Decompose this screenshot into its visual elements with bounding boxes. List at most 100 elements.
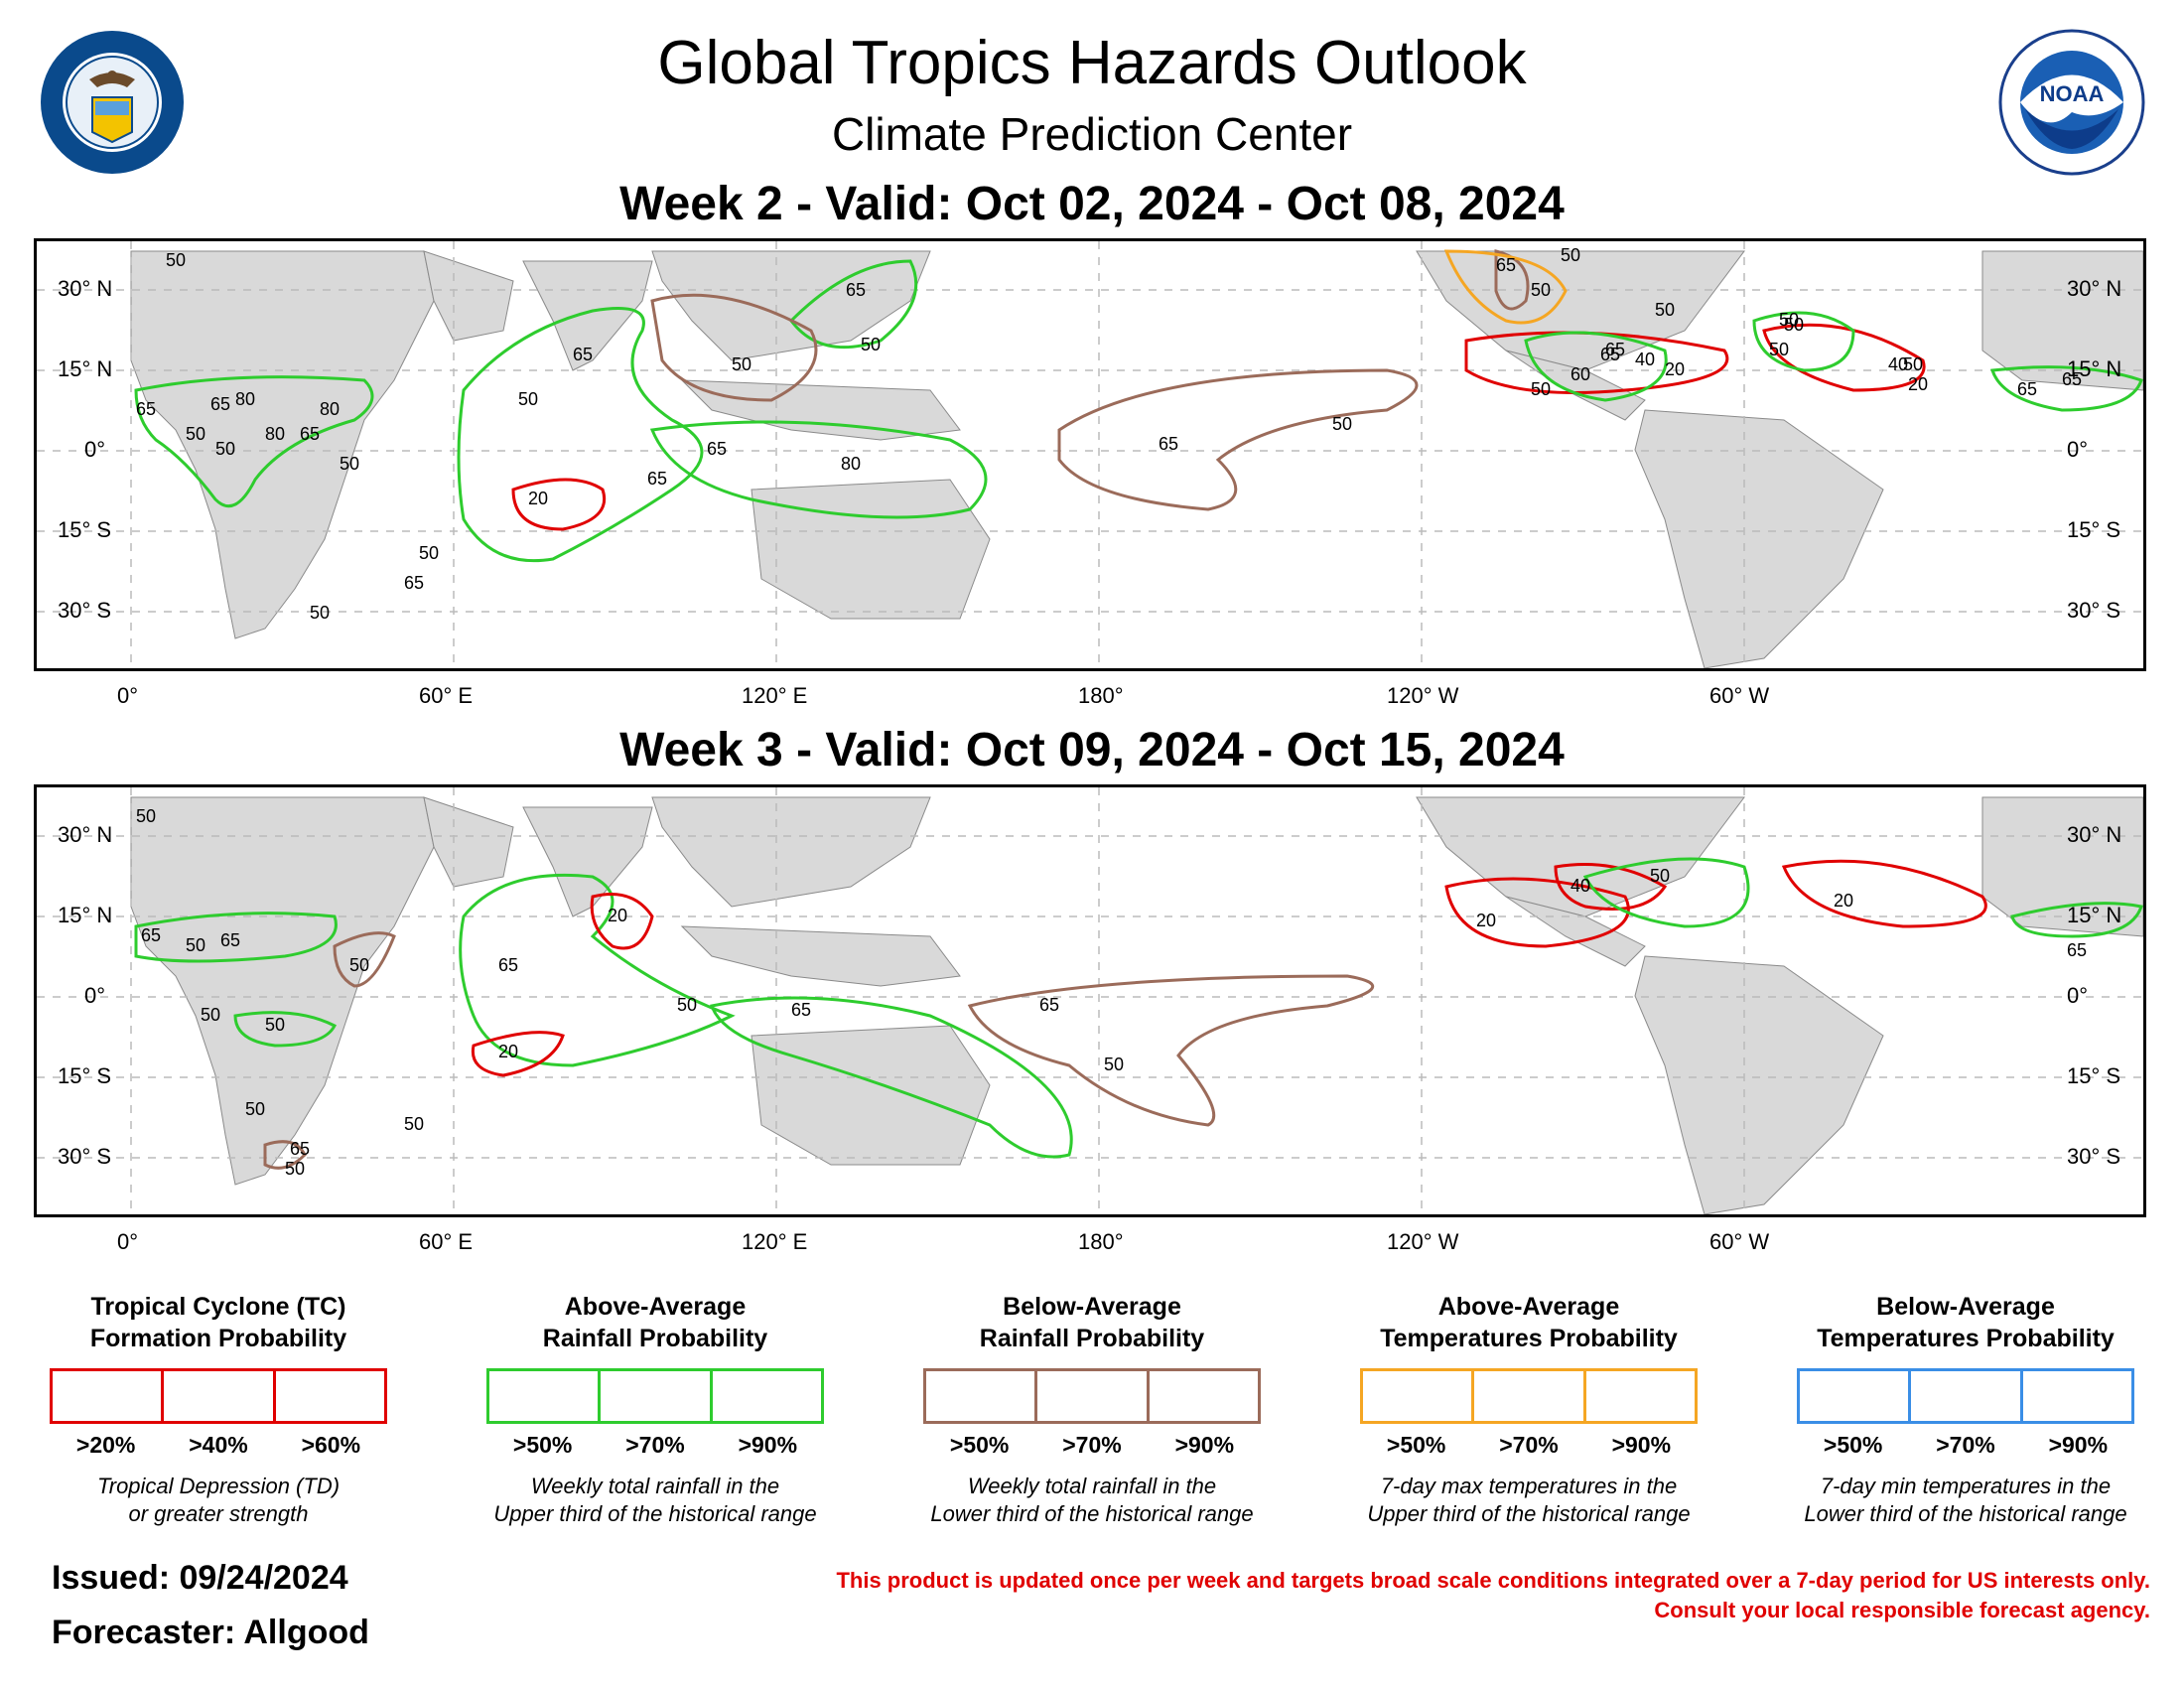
- contour-label: 80: [235, 389, 255, 409]
- week3-lat-left-0: 0°: [84, 983, 106, 1008]
- legend-tc-title-line2: Formation Probability: [89, 1325, 347, 1352]
- legend-temp-below-swatch: [1797, 1368, 2134, 1424]
- contour-label: 65: [290, 1139, 310, 1159]
- tc-atlantic-contour: [1781, 859, 1987, 928]
- south-america-landmass: [1634, 409, 1884, 668]
- legend-rain-above-title-line1: Above-Average: [564, 1293, 747, 1321]
- week2-lat-left-30s: 30° S: [58, 598, 112, 623]
- legend-temp-below-note-line2: Lower third of the historical range: [1804, 1501, 2127, 1526]
- week2-title: Week 2 - Valid: Oct 02, 2024 - Oct 08, 2…: [619, 178, 1565, 230]
- contour-label: 20: [498, 1042, 518, 1061]
- contour-label: 50: [677, 995, 697, 1015]
- legend-rain-above-title-line2: Rainfall Probability: [542, 1325, 768, 1352]
- week2-lon-60e: 60° E: [419, 683, 474, 708]
- rain-above-west-africa-right-contour: [2010, 902, 2143, 938]
- contour-label: 65: [846, 280, 866, 300]
- legend-tc-swatch: [50, 1368, 387, 1424]
- contour-label: 50: [1655, 300, 1675, 320]
- week3-title: Week 3 - Valid: Oct 09, 2024 - Oct 15, 2…: [619, 724, 1565, 776]
- contour-label: 65: [647, 469, 667, 489]
- main-title: Global Tropics Hazards Outlook: [657, 29, 1527, 97]
- disclaimer-line2: Consult your local responsible forecast …: [1654, 1598, 2150, 1622]
- legend-rain-above-note-line1: Weekly total rainfall in the: [530, 1474, 780, 1498]
- week3-map: 50 65 50 65 50 50 50 65 20 20 50 65 65 5…: [34, 784, 2146, 1217]
- week3-lat-right-15n: 15° N: [2067, 903, 2122, 927]
- legend-tick: >60%: [301, 1432, 361, 1458]
- contour-label: 50: [1903, 354, 1923, 374]
- contour-label: 65: [573, 345, 593, 364]
- contour-label: 50: [1104, 1055, 1124, 1074]
- contour-label: 50: [349, 955, 369, 975]
- west-africa-right-landmass: [1981, 796, 2143, 937]
- arabia-landmass: [423, 796, 514, 888]
- contour-label: 65: [141, 925, 161, 945]
- week2-lon-120e: 120° E: [742, 683, 808, 708]
- legend-tc-title-line1: Tropical Cyclone (TC): [90, 1293, 346, 1321]
- week2-lat-right-15s: 15° S: [2067, 517, 2121, 542]
- legend-tick: >50%: [512, 1432, 573, 1458]
- commerce-seal-logo: [38, 28, 187, 182]
- contour-label: 50: [732, 354, 751, 374]
- maritime-continent-landmass: [680, 925, 961, 987]
- week2-lat-left-15s: 15° S: [58, 517, 112, 542]
- rain-above-west-africa-contour: [134, 912, 338, 963]
- contour-label: 20: [1476, 911, 1496, 930]
- rain-below-mexico-contour: [1494, 249, 1530, 311]
- tc-caribbean-contour: [1554, 863, 1668, 911]
- legend-temp-above: Above-Average Temperatures Probability >…: [1340, 1291, 1717, 1528]
- contour-label: 20: [528, 489, 548, 508]
- arabia-landmass: [423, 250, 514, 342]
- contour-label: 50: [1784, 315, 1804, 335]
- rain-above-indian-ocean-contour: [459, 873, 736, 1067]
- contour-label: 65: [1496, 255, 1516, 275]
- legend-rain-below-swatch: [923, 1368, 1261, 1424]
- legend-tick: >90%: [738, 1432, 798, 1458]
- contour-label: 50: [1531, 280, 1551, 300]
- legend-temp-above-title-line1: Above-Average: [1437, 1293, 1620, 1321]
- contour-label: 50: [861, 335, 881, 354]
- legend-tc: Tropical Cyclone (TC) Formation Probabil…: [30, 1291, 407, 1528]
- legend-temp-below-ticks: >50% >70% >90%: [1797, 1432, 2134, 1459]
- legend-temp-below: Below-Average Temperatures Probability >…: [1777, 1291, 2154, 1528]
- contour-label: 20: [1834, 891, 1853, 911]
- australia-landmass: [751, 479, 991, 620]
- contour-label: 50: [136, 806, 156, 826]
- week3-lat-left-30n: 30° N: [58, 822, 113, 847]
- legend-tick: >90%: [2048, 1432, 2109, 1458]
- legend-tick: >70%: [625, 1432, 685, 1458]
- legend-rain-above: Above-Average Rainfall Probability >50% >…: [467, 1291, 844, 1528]
- contour-label: 65: [707, 439, 727, 459]
- noaa-logo: NOAA: [1997, 28, 2146, 182]
- contour-label: 65: [2017, 379, 2037, 399]
- west-africa-right-landmass: [1981, 250, 2143, 391]
- contour-label: 50: [419, 543, 439, 563]
- contour-label: 65: [136, 399, 156, 419]
- legend-tick: >50%: [1823, 1432, 1883, 1458]
- legend-tick: >70%: [1062, 1432, 1122, 1458]
- week2-lat-left-30n: 30° N: [58, 276, 113, 301]
- week3-lon-60e: 60° E: [419, 1229, 474, 1254]
- week3-lat-right-30n: 30° N: [2067, 822, 2122, 847]
- week3-lon-180: 180°: [1078, 1229, 1124, 1254]
- legend-temp-above-note-line2: Upper third of the historical range: [1367, 1501, 1691, 1526]
- legend-rain-below-note-line2: Lower third of the historical range: [930, 1501, 1254, 1526]
- legend-rain-below: Below-Average Rainfall Probability >50% >…: [903, 1291, 1281, 1528]
- asia-landmass: [651, 250, 931, 361]
- rain-above-africa-contour: [134, 375, 374, 508]
- legend-rain-below-title-line2: Rainfall Probability: [979, 1325, 1205, 1352]
- week2-map-canvas: 50 65 80 50 65 50 80 65 80 50 65 50 50 5…: [37, 241, 2143, 668]
- contour-label: 60: [1570, 364, 1590, 384]
- temp-above-mexico-contour: [1443, 249, 1568, 325]
- legend-tick: >20%: [75, 1432, 136, 1458]
- contour-label: 20: [1908, 374, 1928, 394]
- rain-below-south-china-contour: [650, 293, 818, 402]
- rain-above-maritime-contour: [710, 996, 1073, 1159]
- legend-rain-above-swatch: [486, 1368, 824, 1424]
- legend-rain-below-ticks: >50% >70% >90%: [923, 1432, 1261, 1459]
- legend-rain-above-ticks: >50% >70% >90%: [486, 1432, 824, 1459]
- week2-lon-120w: 120° W: [1387, 683, 1459, 708]
- contour-label: 50: [1531, 379, 1551, 399]
- contour-label: 50: [1561, 245, 1580, 265]
- legend-temp-below-title-line1: Below-Average: [1876, 1293, 2055, 1321]
- south-america-landmass: [1634, 955, 1884, 1214]
